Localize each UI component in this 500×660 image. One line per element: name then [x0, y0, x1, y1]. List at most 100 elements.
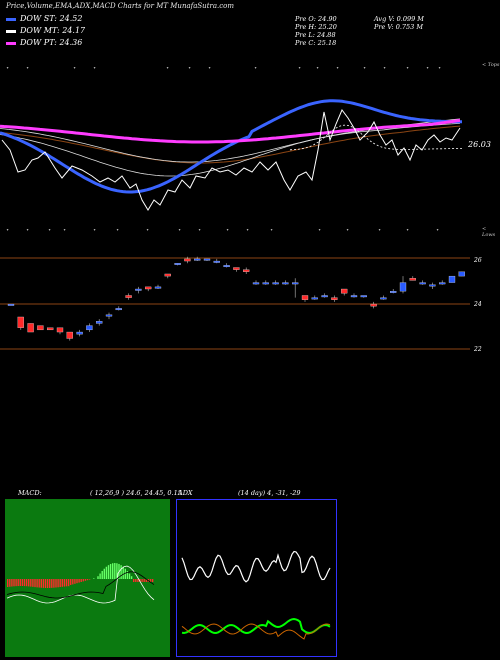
candle-bull: [105, 314, 113, 317]
macd-histogram-bar: [32, 579, 34, 587]
macd-histogram-bar: [114, 563, 116, 579]
candle-bull: [448, 275, 456, 283]
legend-label-pt: DOW PT: 24.36: [20, 38, 83, 47]
candle-bear: [37, 325, 44, 331]
macd-histogram-bar: [46, 579, 49, 588]
macd-histogram-bar: [59, 579, 61, 588]
macd-histogram-bar: [93, 578, 95, 579]
macd-histogram-bar: [105, 566, 108, 579]
candle-bear: [331, 297, 338, 300]
price-pane: [0, 256, 470, 350]
macd-histogram-bar: [133, 579, 135, 582]
adx-plus-di-line: [181, 617, 331, 635]
date-tick-bottom: ‣: [245, 227, 251, 233]
macd-histogram-bar: [116, 563, 118, 579]
adx-minus-di-line: [181, 623, 331, 640]
macd-histogram-bar: [70, 579, 72, 585]
candle-bull: [399, 282, 407, 292]
macd-histogram-bar: [42, 579, 45, 588]
ema-line-brown: [0, 125, 461, 164]
candle-bull: [429, 284, 436, 287]
candle-bull: [292, 282, 299, 285]
price-level-22: 22: [473, 346, 482, 353]
macd-histogram-bar: [130, 576, 133, 579]
legend-dow-pt: DOW PT: 24.36: [6, 38, 82, 47]
candle-bull: [419, 282, 426, 285]
candle-bull: [203, 258, 211, 261]
macd-label: MACD:: [18, 489, 42, 497]
date-tick-bottom: ‣: [115, 227, 121, 233]
candle-bear: [341, 288, 348, 294]
macd-histogram-bar: [23, 579, 26, 587]
date-tick-bottom: ‣: [145, 227, 151, 233]
macd-histogram-bar: [103, 568, 105, 579]
macd-histogram-bar: [9, 579, 11, 587]
candle-bull: [86, 325, 93, 331]
macd-histogram-bar: [84, 579, 87, 581]
legend-swatch-pt: [6, 41, 16, 45]
lows-label: < Lows: [482, 226, 496, 238]
candle-bear: [145, 286, 152, 290]
candle-bull: [282, 282, 289, 285]
macd-histogram-bar: [57, 579, 59, 588]
macd-histogram-bar: [76, 579, 78, 584]
adx-params: (14 day) 4, -31, -29: [238, 489, 301, 497]
date-tick-bottom: ‣: [317, 227, 323, 233]
legend-dow-mt: DOW MT: 24.17: [6, 26, 85, 35]
date-tick-top: ‣: [165, 65, 171, 71]
date-tick-top: ‣: [253, 65, 259, 71]
date-tick-bottom: ‣: [62, 227, 68, 233]
macd-histogram-bar: [120, 565, 122, 579]
candle-bull: [380, 297, 387, 300]
macd-histogram-bar: [143, 579, 145, 582]
macd-histogram-bar: [17, 579, 19, 587]
macd-histogram-bar: [7, 579, 9, 587]
macd-histogram-bar: [137, 579, 139, 582]
legend-label-st: DOW ST: 24.52: [20, 14, 83, 23]
adx-line: [181, 550, 331, 583]
macd-histogram-bar: [88, 579, 91, 580]
candle-bull: [154, 286, 162, 289]
tops-label: < Tops: [482, 62, 500, 68]
macd-histogram-bar: [145, 579, 147, 582]
candle-bear: [409, 278, 416, 281]
candle-bull: [174, 263, 181, 265]
date-tick-top: ‣: [437, 65, 443, 71]
macd-histogram-bar: [97, 576, 99, 579]
macd-histogram-bar: [49, 579, 51, 588]
macd-histogram-bar: [19, 579, 21, 587]
date-tick-bottom: ‣: [92, 227, 98, 233]
candle-bull: [262, 282, 269, 285]
legend-label-mt: DOW MT: 24.17: [20, 26, 86, 35]
macd-histogram-bar: [74, 579, 76, 584]
macd-histogram-bar: [109, 563, 112, 579]
stat-avg-volume: Avg V: 0.099 M: [374, 15, 424, 23]
candle-bear: [56, 327, 64, 333]
candle-bull: [96, 321, 103, 324]
macd-histogram-bar: [53, 579, 55, 588]
date-tick-top: ‣: [315, 65, 321, 71]
candle-bear: [66, 331, 73, 339]
candle-bull: [213, 260, 220, 263]
price-level-24: 24: [473, 301, 482, 308]
candle-bear: [184, 258, 191, 262]
candle-bull: [311, 297, 318, 300]
stat-pre-volume: Pre V: 0.753 M: [374, 23, 424, 31]
candle-bear: [370, 303, 377, 307]
macd-histogram-bar: [61, 579, 63, 587]
candle-bear: [233, 267, 240, 270]
macd-histogram-bar: [44, 579, 47, 588]
chart-title: Price,Volume,EMA,ADX,MACD Charts for MT …: [6, 2, 235, 10]
macd-histogram-bar: [65, 579, 68, 587]
date-tick-top: ‣: [5, 65, 11, 71]
adx-plot: [181, 550, 331, 640]
date-tick-top: ‣: [335, 65, 341, 71]
macd-histogram-bar: [101, 571, 103, 579]
macd-histogram-bar: [40, 579, 42, 588]
ema-line-white-lower: [0, 122, 461, 177]
candle-bull: [321, 295, 328, 298]
macd-histogram-bar: [63, 579, 66, 587]
macd-histogram-bar: [36, 579, 38, 588]
date-tick-top: ‣: [207, 65, 213, 71]
candle-bull: [252, 282, 260, 285]
